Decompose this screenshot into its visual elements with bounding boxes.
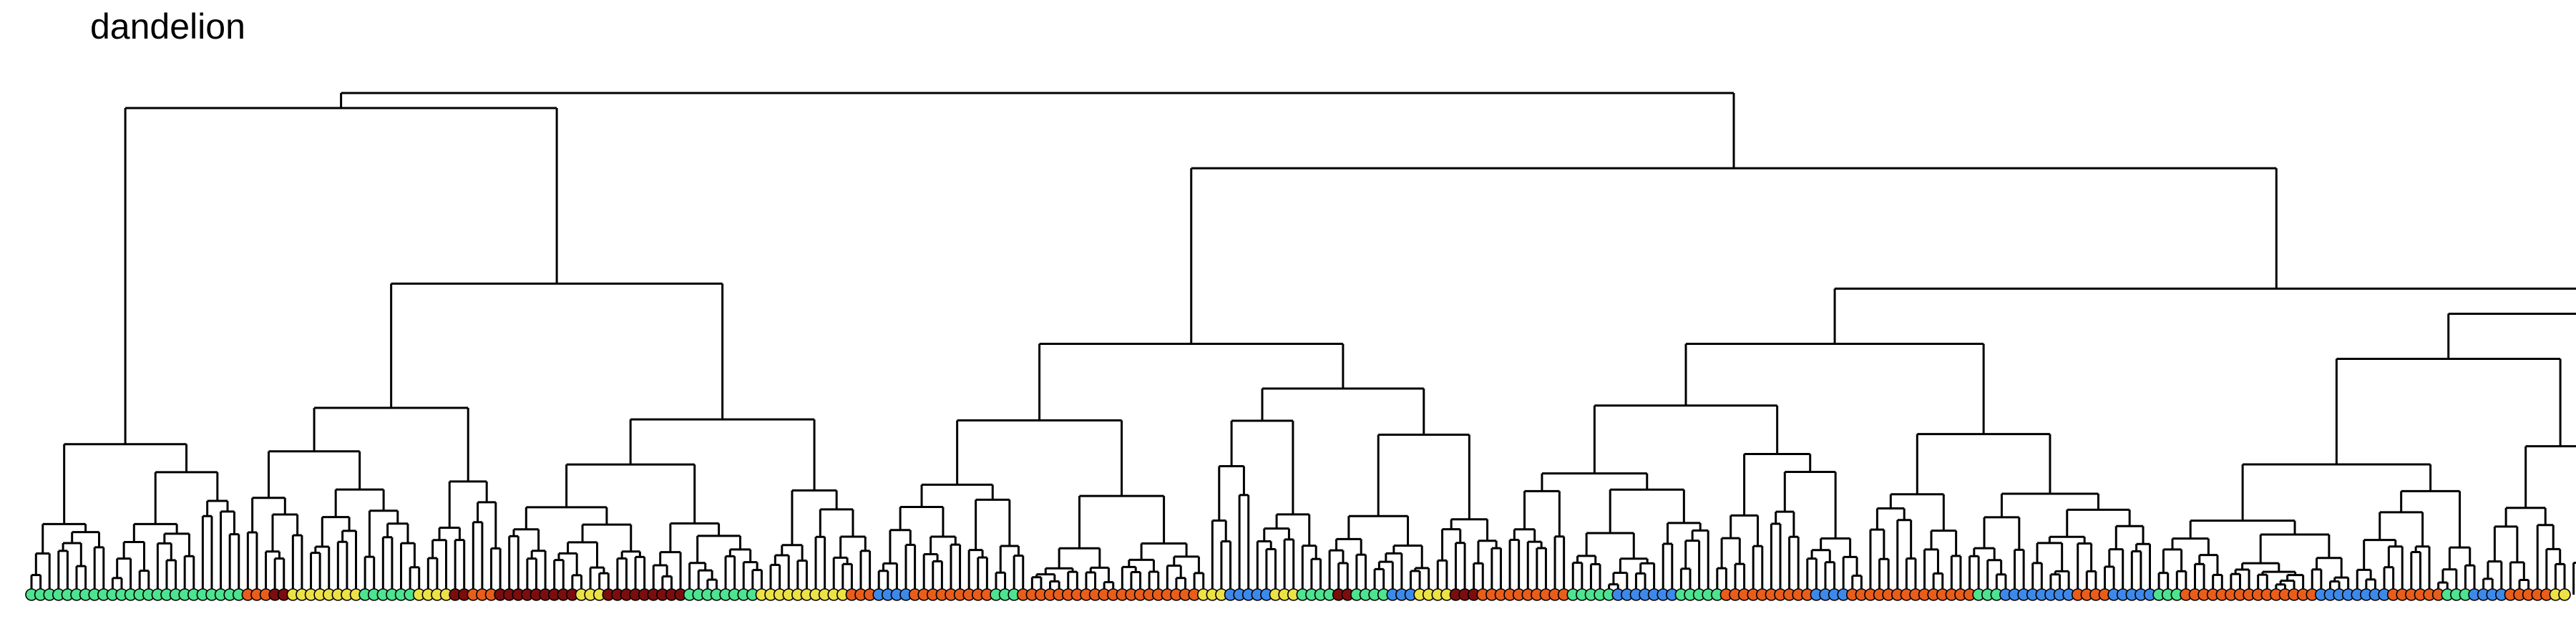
- chart-title: dandelion: [90, 6, 245, 47]
- leaf-marker: [2558, 588, 2571, 601]
